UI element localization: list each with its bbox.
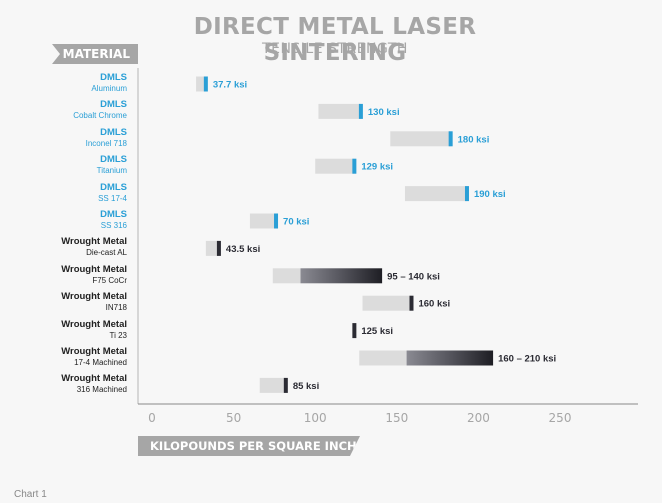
x-tick-label: 200 [467,411,490,425]
value-label: 180 ksi [458,134,490,145]
range-bar [249,213,277,229]
category-group: Wrought Metal [61,291,127,303]
range-bar [390,131,451,147]
category-material: Die-cast AL [86,248,127,258]
category-label: DMLS SS 17-4 [0,182,127,204]
range-bar [404,186,467,202]
category-group: Wrought Metal [61,263,127,275]
x-tick-label: 150 [385,411,408,425]
value-marker [216,240,221,256]
category-label: Wrought Metal 17-4 Machined [0,346,127,368]
category-label: DMLS Cobalt Chrome [0,99,127,121]
range-bar [272,268,301,284]
category-material: Cobalt Chrome [73,111,127,121]
value-marker [464,186,469,202]
category-material: Titanium [96,166,127,176]
category-group: DMLS [100,72,127,83]
x-tick-label: 0 [148,411,156,425]
value-label: 160 ksi [418,299,450,310]
category-label: Wrought Metal Ti 23 [0,319,127,341]
value-label: 70 ksi [283,217,309,228]
value-label: 129 ksi [361,162,393,173]
category-material: Inconel 718 [85,138,127,148]
category-material: SS 17-4 [98,193,127,203]
category-group: Wrought Metal [61,346,127,357]
category-material: Aluminum [91,84,127,93]
category-material: 316 Machined [76,385,127,395]
category-material: F75 CoCr [92,275,127,285]
category-material: IN718 [105,303,127,313]
category-label: Wrought Metal F75 CoCr [0,264,127,286]
value-marker [283,377,288,393]
category-label: DMLS Aluminum [0,72,127,94]
range-bar [205,240,219,256]
category-label: Wrought Metal 316 Machined [0,373,127,395]
category-label: DMLS SS 316 [0,209,127,231]
chart-subtitle: TENSILE STRENGTH [262,41,408,57]
range-bar [318,103,361,119]
value-label: 130 ksi [368,107,400,118]
value-label: 160 – 210 ksi [498,354,556,365]
value-marker [274,213,279,229]
value-label: 190 ksi [474,189,506,200]
range-bar [359,350,407,366]
value-label: 43.5 ksi [226,244,260,255]
value-marker [409,295,414,311]
x-tick-label: 250 [549,411,572,425]
category-material: Ti 23 [109,330,128,340]
x-tick-label: 100 [304,411,327,425]
range-gradient-bar [300,268,383,284]
material-axis-header: MATERIAL [52,44,138,64]
range-bar [196,76,206,92]
value-marker [448,131,453,147]
category-group: DMLS [100,209,127,220]
range-bar [315,158,355,174]
category-group: Wrought Metal [61,373,127,385]
category-group: Wrought Metal [61,236,127,248]
category-material: 17-4 Machined [74,358,127,367]
category-label: Wrought Metal Die-cast AL [0,236,127,258]
category-group: Wrought Metal [61,318,127,330]
value-label: 125 ksi [361,326,393,337]
category-label: DMLS Titanium [0,154,127,176]
category-group: DMLS [100,99,127,111]
x-tick-label: 50 [226,411,241,425]
category-group: DMLS [100,126,127,138]
range-gradient-bar [406,350,494,366]
value-marker [352,158,357,174]
category-label: DMLS Inconel 718 [0,127,127,149]
value-label: 95 – 140 ksi [387,271,440,282]
range-bar [362,295,412,311]
value-marker [203,76,208,92]
category-label: Wrought Metal IN718 [0,291,127,313]
range-bar [259,377,286,393]
value-label: 37.7 ksi [213,80,247,91]
value-label: 85 ksi [293,381,319,392]
category-material: SS 316 [100,221,127,230]
category-group: DMLS [100,181,127,193]
x-axis-label: KILOPOUNDS PER SQUARE INCH [138,436,360,456]
chart-title: DIRECT METAL LASER SINTERING [193,14,477,66]
value-marker [358,103,363,119]
category-group: DMLS [100,154,127,166]
value-marker [352,323,357,339]
chart-caption: Chart 1 [14,489,47,500]
